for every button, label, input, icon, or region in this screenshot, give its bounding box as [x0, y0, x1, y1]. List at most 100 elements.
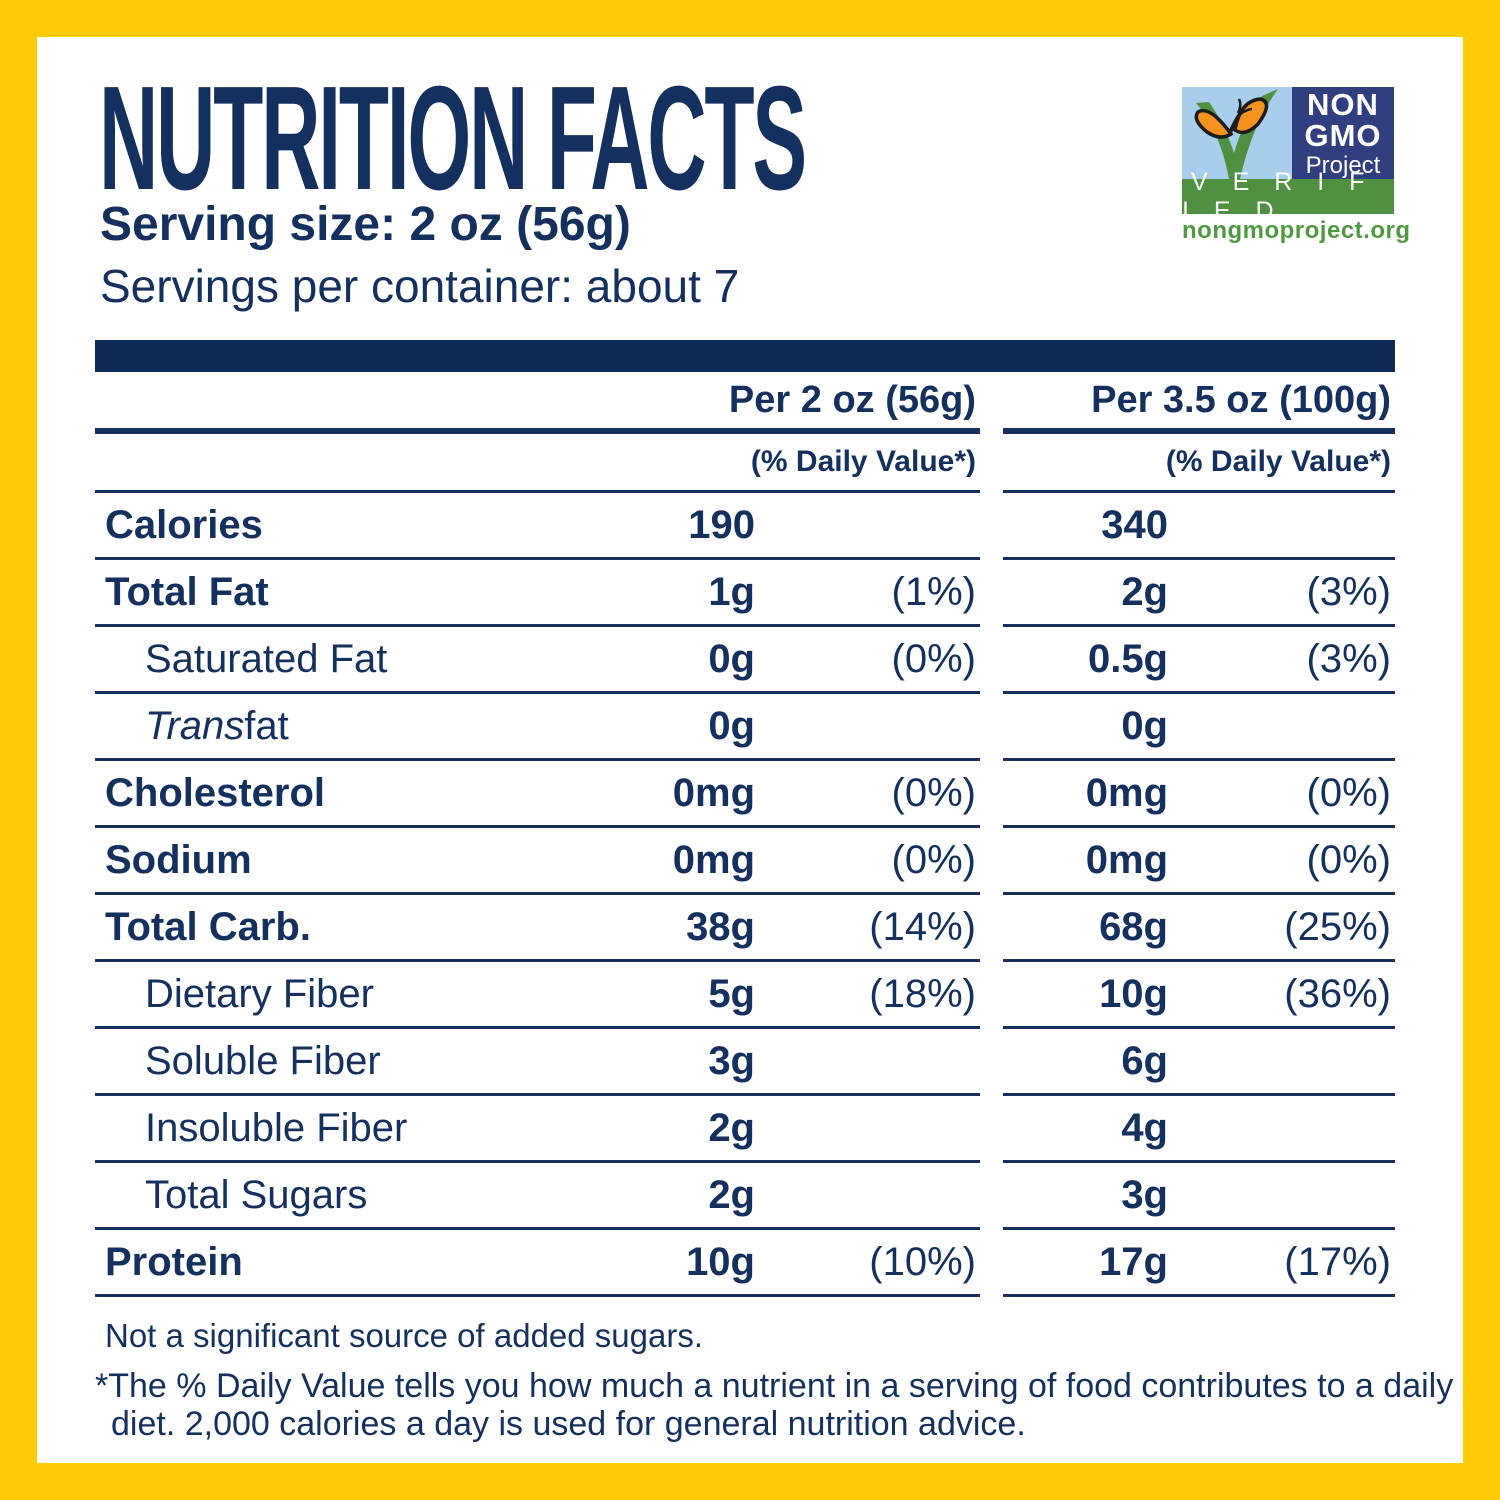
- amount-per-serving: 0mg: [565, 828, 755, 895]
- nutrient-label: Total Fat: [95, 560, 565, 627]
- column-header-per-100g: Per 3.5 oz (100g): [1003, 372, 1395, 434]
- daily-value-per-100g: [1168, 1029, 1395, 1096]
- badge-verified-band: V E R I F I E D: [1182, 168, 1394, 225]
- daily-value-per-serving: (0%): [755, 761, 980, 828]
- amount-per-100g: 0mg: [1003, 761, 1168, 828]
- table-row: Sodium 0mg (0%) 0mg (0%): [95, 828, 1395, 895]
- daily-value-per-100g: [1168, 1096, 1395, 1163]
- amount-per-serving: 2g: [565, 1163, 755, 1230]
- table-row: Saturated Fat 0g (0%) 0.5g (3%): [95, 627, 1395, 694]
- nutrient-label-text: Sodium: [105, 837, 252, 882]
- nutrient-label: Sodium: [95, 828, 565, 895]
- nutrient-label: Dietary Fiber: [95, 962, 565, 1029]
- butterfly-icon: [1182, 87, 1292, 179]
- daily-value-per-serving: (0%): [755, 627, 980, 694]
- daily-value-header-col1: (% Daily Value*): [95, 434, 980, 493]
- nutrient-label-text: Dietary Fiber: [145, 971, 374, 1016]
- nutrient-label: Calories: [95, 493, 565, 560]
- daily-value-header-row: (% Daily Value*) (% Daily Value*): [95, 434, 1395, 493]
- nutrient-label-italic: Trans: [145, 703, 245, 748]
- nutrient-label: Total Sugars: [95, 1163, 565, 1230]
- amount-per-serving: 0mg: [565, 761, 755, 828]
- nutrient-label-text: Saturated Fat: [145, 636, 388, 681]
- amount-per-100g: 17g: [1003, 1230, 1168, 1297]
- nutrient-label-text: Cholesterol: [105, 770, 326, 815]
- nutrient-label: Protein: [95, 1230, 565, 1297]
- amount-per-serving: 1g: [565, 560, 755, 627]
- daily-value-per-100g: (3%): [1168, 627, 1395, 694]
- table-row: Cholesterol 0mg (0%) 0mg (0%): [95, 761, 1395, 828]
- column-header-row: Per 2 oz (56g) Per 3.5 oz (100g): [95, 372, 1395, 434]
- amount-per-100g: 6g: [1003, 1029, 1168, 1096]
- amount-per-serving: 2g: [565, 1096, 755, 1163]
- daily-value-per-serving: (1%): [755, 560, 980, 627]
- label-sheet: NUTRITION FACTS Serving size: 2 oz (56g)…: [37, 37, 1463, 1463]
- daily-value-per-serving: (18%): [755, 962, 980, 1029]
- nutrient-label: Saturated Fat: [95, 627, 565, 694]
- table-row: Insoluble Fiber 2g 4g: [95, 1096, 1395, 1163]
- badge-gmo: GMO: [1304, 117, 1382, 153]
- badge-project: Project: [1305, 151, 1381, 179]
- nutrition-table: Per 2 oz (56g) Per 3.5 oz (100g) (% Dail…: [95, 340, 1395, 1297]
- daily-value-per-100g: [1168, 493, 1395, 560]
- non-gmo-verified-badge: NON GMO Project V E R I F I E D nongmopr…: [1182, 87, 1411, 245]
- daily-value-per-100g: (3%): [1168, 560, 1395, 627]
- daily-value-per-serving: [755, 694, 980, 761]
- amount-per-100g: 0mg: [1003, 828, 1168, 895]
- nutrient-label: Soluble Fiber: [95, 1029, 565, 1096]
- table-row: Dietary Fiber 5g (18%) 10g (36%): [95, 962, 1395, 1029]
- daily-value-footnote: *The % Daily Value tells you how much a …: [95, 1367, 1454, 1444]
- badge-non: NON: [1307, 86, 1379, 122]
- daily-value-per-serving: (10%): [755, 1230, 980, 1297]
- daily-value-per-100g: (0%): [1168, 761, 1395, 828]
- daily-value-per-serving: (0%): [755, 828, 980, 895]
- daily-value-per-serving: (14%): [755, 895, 980, 962]
- amount-per-100g: 340: [1003, 493, 1168, 560]
- amount-per-serving: 0g: [565, 694, 755, 761]
- amount-per-100g: 10g: [1003, 962, 1168, 1029]
- nutrient-label-text: Total Fat: [105, 569, 269, 614]
- daily-value-per-100g: [1168, 1163, 1395, 1230]
- nutrient-label-text: Total Carb.: [105, 904, 311, 949]
- amount-per-100g: 0.5g: [1003, 627, 1168, 694]
- table-row: Total Sugars 2g 3g: [95, 1163, 1395, 1230]
- daily-value-per-serving: [755, 1096, 980, 1163]
- nutrient-label-text: Protein: [105, 1239, 243, 1284]
- amount-per-serving: 38g: [565, 895, 755, 962]
- table-row: Protein 10g (10%) 17g (17%): [95, 1230, 1395, 1297]
- page-title: NUTRITION FACTS: [99, 56, 807, 221]
- nutrient-label-text: fat: [244, 703, 289, 748]
- daily-value-per-serving: [755, 493, 980, 560]
- daily-value-per-serving: [755, 1029, 980, 1096]
- serving-size-text: Serving size: 2 oz (56g): [100, 198, 631, 251]
- nutrient-label: Total Carb.: [95, 895, 565, 962]
- nutrient-label: Trans fat: [95, 694, 565, 761]
- table-top-bar: [95, 340, 1395, 372]
- amount-per-serving: 5g: [565, 962, 755, 1029]
- amount-per-100g: 68g: [1003, 895, 1168, 962]
- amount-per-100g: 0g: [1003, 694, 1168, 761]
- amount-per-serving: 10g: [565, 1230, 755, 1297]
- daily-value-per-serving: [755, 1163, 980, 1230]
- daily-value-per-100g: (0%): [1168, 828, 1395, 895]
- nutrient-label-text: Soluble Fiber: [145, 1038, 381, 1083]
- amount-per-100g: 3g: [1003, 1163, 1168, 1230]
- nutrient-label-text: Insoluble Fiber: [145, 1105, 408, 1150]
- added-sugars-footnote: Not a significant source of added sugars…: [105, 1317, 704, 1354]
- amount-per-100g: 4g: [1003, 1096, 1168, 1163]
- badge-url: nongmoproject.org: [1182, 217, 1411, 244]
- column-header-per-serving: Per 2 oz (56g): [95, 372, 980, 434]
- daily-value-per-100g: [1168, 694, 1395, 761]
- servings-per-container-text: Servings per container: about 7: [100, 260, 740, 312]
- nutrient-label: Insoluble Fiber: [95, 1096, 565, 1163]
- badge-top: NON GMO Project: [1182, 87, 1394, 179]
- amount-per-100g: 2g: [1003, 560, 1168, 627]
- amount-per-serving: 190: [565, 493, 755, 560]
- daily-value-per-100g: (36%): [1168, 962, 1395, 1029]
- non-gmo-project-logo-text: NON GMO Project: [1292, 87, 1394, 179]
- daily-value-header-col2: (% Daily Value*): [1003, 434, 1395, 493]
- nutrient-label: Cholesterol: [95, 761, 565, 828]
- nutrient-label-text: Total Sugars: [145, 1172, 368, 1217]
- table-row: Trans fat 0g 0g: [95, 694, 1395, 761]
